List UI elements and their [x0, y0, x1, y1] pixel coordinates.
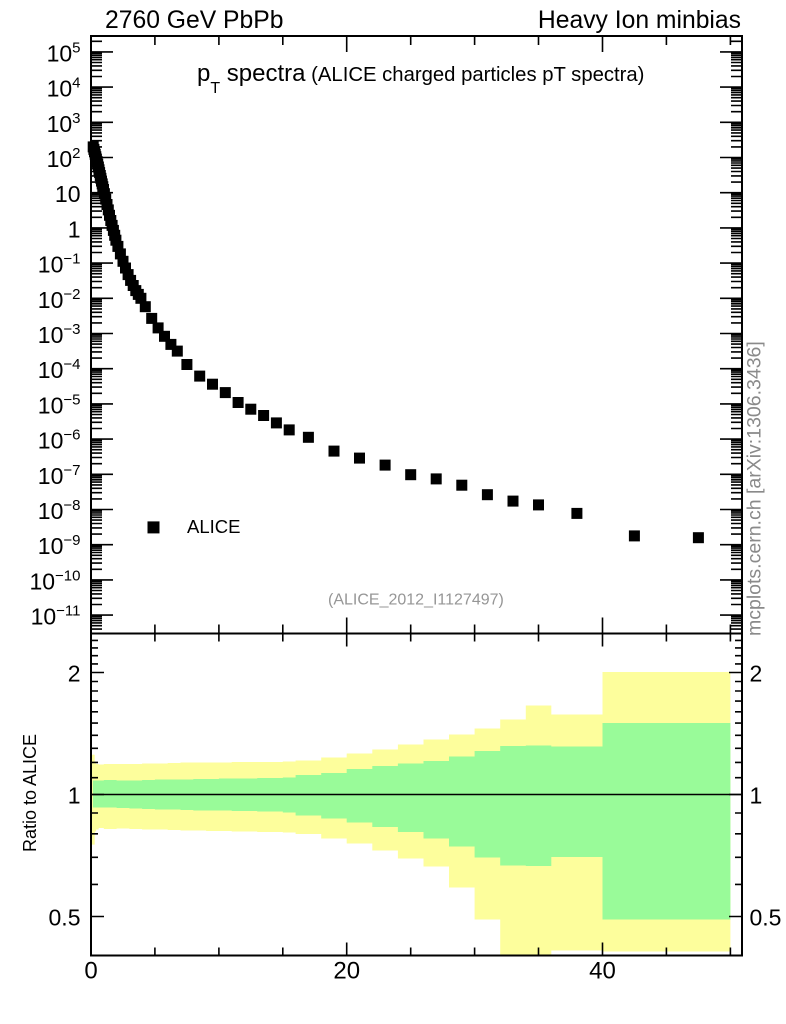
- svg-text:0.5: 0.5: [750, 905, 782, 931]
- svg-text:1: 1: [750, 783, 763, 809]
- svg-text:40: 40: [589, 958, 616, 985]
- svg-text:10−10: 10−10: [29, 567, 80, 594]
- svg-text:mcplots.cern.ch [arXiv:1306.34: mcplots.cern.ch [arXiv:1306.3436]: [744, 341, 766, 636]
- svg-text:Ratio to ALICE: Ratio to ALICE: [20, 734, 40, 852]
- svg-text:0: 0: [84, 958, 97, 985]
- svg-text:Heavy Ion minbias: Heavy Ion minbias: [538, 7, 741, 34]
- svg-text:(ALICE_2012_I1127497): (ALICE_2012_I1127497): [328, 592, 504, 609]
- svg-text:0.5: 0.5: [49, 905, 81, 931]
- svg-text:2: 2: [68, 660, 81, 686]
- svg-text:2760 GeV PbPb: 2760 GeV PbPb: [105, 7, 283, 34]
- svg-text:ALICE: ALICE: [187, 516, 240, 537]
- svg-text:10−6: 10−6: [38, 427, 81, 454]
- svg-text:2: 2: [750, 660, 763, 686]
- svg-text:1: 1: [68, 783, 81, 809]
- svg-text:1: 1: [68, 216, 81, 242]
- svg-text:10: 10: [55, 181, 81, 207]
- svg-text:20: 20: [333, 958, 360, 985]
- svg-text:10−8: 10−8: [38, 497, 81, 524]
